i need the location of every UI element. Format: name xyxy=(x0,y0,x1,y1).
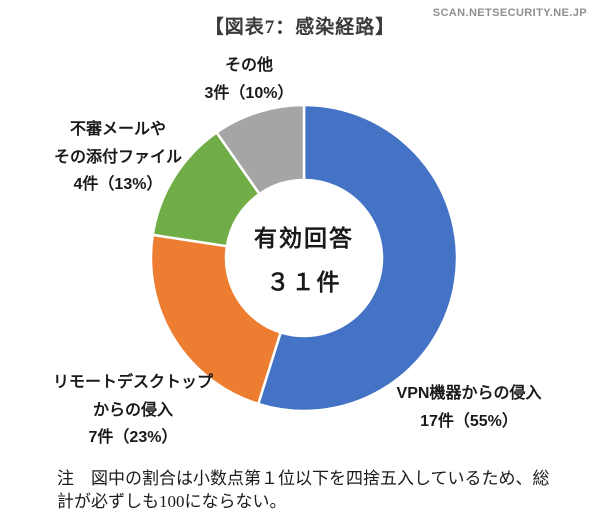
label-line: 4件（13%） xyxy=(73,176,163,193)
slice-label-other: その他 3件（10%） xyxy=(205,52,294,107)
footnote-line1: 注 図中の割合は小数点第１位以下を四捨五入しているため、総 xyxy=(57,469,550,488)
label-line: その添付ファイル xyxy=(53,148,183,166)
label-line: その他 xyxy=(224,57,273,74)
slice-label-remote-desktop: リモートデスクトップ からの侵入 7件（23%） xyxy=(53,369,213,452)
slice-label-vpn: VPN機器からの侵入 17件（55%） xyxy=(397,380,542,435)
slice-label-suspicious-mail: 不審メールや その添付ファイル 4件（13%） xyxy=(54,116,182,199)
pie-slice-vpn xyxy=(256,103,459,413)
footnote: 注 図中の割合は小数点第１位以下を四捨五入しているため、総 計が必ずしも100に… xyxy=(57,468,557,513)
label-line: 17件（55%） xyxy=(420,412,518,430)
chart-title: 【図表7：感染経路】 xyxy=(204,17,396,38)
label-line: リモートデスクトップ xyxy=(52,374,214,391)
label-line: 7件（23%） xyxy=(88,429,178,446)
label-line: 不審メールや xyxy=(69,121,167,138)
center-label-line2: ３１件 xyxy=(266,269,342,295)
footnote-line2: 計が必ずしも100にならない。 xyxy=(57,491,287,511)
label-line: 3件（10%） xyxy=(204,84,294,102)
center-label-line1: 有効回答 xyxy=(254,225,354,251)
pie-slice-remote-desktop xyxy=(149,233,283,406)
donut-center-label: 有効回答 ３１件 xyxy=(254,216,354,304)
pie-slice-other xyxy=(214,103,306,196)
label-line: からの侵入 xyxy=(92,401,174,419)
site-watermark: SCAN.NETSECURITY.NE.JP xyxy=(432,7,587,19)
label-line: VPN機器からの侵入 xyxy=(396,385,542,402)
